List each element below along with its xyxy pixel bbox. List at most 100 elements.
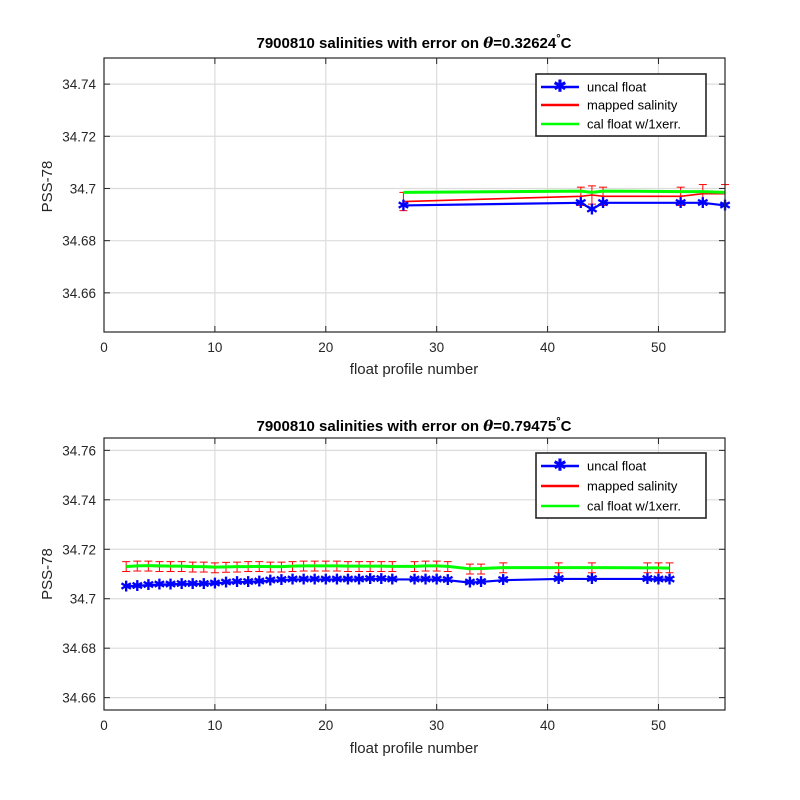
legend-marker-star-icon: ✱ <box>553 79 566 96</box>
legend-item-uncal-float: ✱ uncal float <box>541 79 647 96</box>
chart-title-theta: θ <box>483 417 493 435</box>
uncal-float-point: ✱ <box>586 570 599 588</box>
uncal-float-point: ✱ <box>386 570 399 588</box>
chart-title-value: =0.79475 <box>493 418 556 435</box>
uncal-float-point: ✱ <box>430 570 443 588</box>
uncal-float-point: ✱ <box>586 200 599 218</box>
chart-title-unit: C <box>561 35 572 52</box>
y-tick-label: 34.72 <box>62 542 96 557</box>
uncal-float-point: ✱ <box>342 570 355 588</box>
uncal-float-point: ✱ <box>331 570 344 588</box>
legend-label-mapped-salinity: mapped salinity <box>587 98 678 113</box>
legend-item-cal-float: cal float w/1xerr. <box>541 117 681 132</box>
uncal-float-point: ✱ <box>375 570 388 588</box>
chart-title-unit: C <box>561 418 572 435</box>
legend-item-uncal-float: ✱ uncal float <box>541 458 647 475</box>
uncal-float-point: ✱ <box>297 570 310 588</box>
uncal-float-point: ✱ <box>641 570 654 588</box>
chart-title-degree: ° <box>556 33 560 45</box>
y-tick-label: 34.66 <box>62 286 96 301</box>
legend-label-uncal-float: uncal float <box>587 459 647 474</box>
top-chart-panel: 7900810 salinities with error on θ=0.326… <box>39 33 731 378</box>
x-tick-label: 10 <box>207 340 222 355</box>
uncal-float-point: ✱ <box>674 194 687 212</box>
x-tick-label: 30 <box>429 718 444 733</box>
uncal-float-point: ✱ <box>597 194 610 212</box>
y-tick-label: 34.74 <box>62 493 96 508</box>
x-tick-label: 50 <box>651 340 666 355</box>
uncal-float-point: ✱ <box>198 575 211 593</box>
x-tick-label: 0 <box>100 718 108 733</box>
uncal-float-line <box>126 577 670 588</box>
chart-title-degree: ° <box>556 416 560 428</box>
uncal-float-point: ✱ <box>364 570 377 588</box>
uncal-float-point: ✱ <box>319 570 332 588</box>
cal-float-line <box>403 189 726 194</box>
uncal-float-point: ✱ <box>120 577 133 595</box>
legend-label-cal-float: cal float w/1xerr. <box>587 117 681 132</box>
uncal-float-point: ✱ <box>164 575 177 593</box>
chart-title-theta: θ <box>483 34 493 52</box>
legend-item-mapped-salinity: mapped salinity <box>541 479 678 494</box>
y-tick-label: 34.68 <box>62 641 96 656</box>
y-tick-label: 34.66 <box>62 691 96 706</box>
y-axis-label: PSS-78 <box>39 548 56 600</box>
x-tick-label: 10 <box>207 718 222 733</box>
y-tick-label: 34.7 <box>70 181 96 196</box>
uncal-float-point: ✱ <box>253 572 266 590</box>
y-tick-label: 34.74 <box>62 77 96 92</box>
chart-title-main: 7900810 salinities with error on <box>256 418 483 435</box>
legend: ✱ uncal float mapped salinity cal float … <box>535 452 707 519</box>
uncal-float-point: ✱ <box>575 194 588 212</box>
uncal-float-point: ✱ <box>497 571 510 589</box>
x-tick-label: 0 <box>100 340 108 355</box>
x-tick-label: 40 <box>540 718 555 733</box>
uncal-float-point: ✱ <box>552 570 565 588</box>
x-tick-label: 30 <box>429 340 444 355</box>
cal-float-line <box>126 564 670 571</box>
uncal-float-point: ✱ <box>419 570 432 588</box>
legend-item-cal-float: cal float w/1xerr. <box>541 499 681 514</box>
uncal-float-line <box>403 201 726 211</box>
uncal-float-point: ✱ <box>441 571 454 589</box>
x-axis-label: float profile number <box>350 740 478 757</box>
uncal-float-point: ✱ <box>186 575 199 593</box>
uncal-float-point: ✱ <box>652 570 665 588</box>
chart-title: 7900810 salinities with error on θ=0.326… <box>256 33 571 52</box>
uncal-float-point: ✱ <box>475 573 488 591</box>
legend-item-mapped-salinity: mapped salinity <box>541 98 678 113</box>
legend-label-mapped-salinity: mapped salinity <box>587 479 678 494</box>
uncal-float-point: ✱ <box>131 577 144 595</box>
chart-title: 7900810 salinities with error on θ=0.794… <box>256 416 571 435</box>
x-tick-label: 50 <box>651 718 666 733</box>
legend-marker-star-icon: ✱ <box>553 458 566 475</box>
mapped-salinity-errorbar <box>587 185 596 205</box>
x-tick-label: 20 <box>318 340 333 355</box>
legend-label-cal-float: cal float w/1xerr. <box>587 499 681 514</box>
uncal-float-point: ✱ <box>153 576 166 594</box>
uncal-float-point: ✱ <box>308 570 321 588</box>
uncal-float-point: ✱ <box>264 572 277 590</box>
uncal-float-point: ✱ <box>220 574 233 592</box>
uncal-float-point: ✱ <box>231 573 244 591</box>
uncal-float-point: ✱ <box>663 570 676 588</box>
uncal-float-point: ✱ <box>353 570 366 588</box>
uncal-float-point: ✱ <box>175 575 188 593</box>
uncal-float-point: ✱ <box>275 571 288 589</box>
axes-frame <box>103 57 726 333</box>
x-axis-label: float profile number <box>350 361 478 378</box>
axes-frame <box>103 437 726 711</box>
chart-title-main: 7900810 salinities with error on <box>256 35 483 52</box>
y-axis-label: PSS-78 <box>39 161 56 213</box>
uncal-float-point: ✱ <box>142 576 155 594</box>
uncal-float-point: ✱ <box>464 574 477 592</box>
uncal-float-point: ✱ <box>286 570 299 588</box>
chart-title-value: =0.32624 <box>493 35 557 52</box>
legend: ✱ uncal float mapped salinity cal float … <box>535 73 707 137</box>
uncal-float-point: ✱ <box>209 574 222 592</box>
y-tick-label: 34.72 <box>62 129 96 144</box>
uncal-float-point: ✱ <box>397 196 410 214</box>
x-tick-label: 40 <box>540 340 555 355</box>
y-tick-label: 34.7 <box>70 592 96 607</box>
